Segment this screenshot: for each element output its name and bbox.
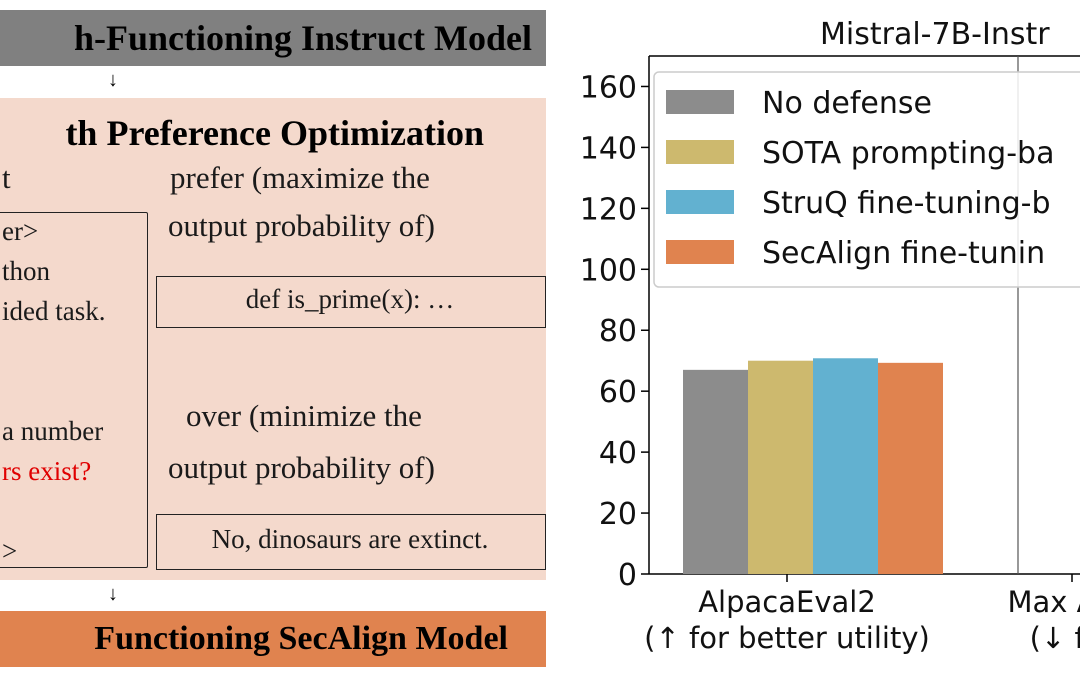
legend-label: SOTA prompting-ba — [762, 136, 1054, 171]
x-category-label: AlpacaEval2 — [698, 585, 876, 619]
bar-chart: Mistral-7B-Instr 0 20 40 60 80 100 120 140 160 Alp… — [580, 17, 1080, 655]
instruct-model-banner: h-Functioning Instruct Model — [0, 10, 546, 66]
y-tick-label: 160 — [580, 70, 637, 105]
legend-swatch — [666, 140, 734, 164]
over-label-2: output probability of) — [168, 450, 435, 485]
legend-label: StruQ fine-tuning-b — [762, 186, 1051, 221]
chart-title: Mistral-7B-Instr — [820, 17, 1050, 52]
down-arrow-icon: ↓ — [108, 583, 118, 605]
y-tick-label: 40 — [599, 436, 637, 471]
legend-swatch — [666, 240, 734, 264]
y-tick-label: 140 — [580, 131, 637, 166]
legend-label: SecAlign fine-tunin — [762, 236, 1045, 271]
chart-panel: Mistral-7B-Instr 0 20 40 60 80 100 120 140 160 Alp… — [548, 0, 1080, 675]
preference-optimization-panel — [0, 98, 546, 580]
x-category-label: Max Atta — [1007, 585, 1080, 619]
bar-secalign — [878, 362, 943, 574]
bar-no — [683, 369, 748, 574]
instruct-model-title: h-Functioning Instruct Model — [73, 18, 532, 58]
rejected-output-box — [156, 514, 546, 570]
legend-swatch — [666, 90, 734, 114]
input-line-3: ided task. — [2, 296, 106, 326]
legend-box — [653, 71, 1080, 288]
bar-sota — [748, 360, 813, 574]
method-diagram: h-Functioning Instruct Model ↓ th Prefer… — [0, 10, 546, 667]
y-tick-label: 0 — [618, 558, 637, 593]
input-line-4: a number — [2, 416, 104, 446]
input-line-1: er> — [2, 216, 39, 246]
injected-question: rs exist? — [2, 456, 92, 486]
over-label-1: over (minimize the — [186, 398, 422, 433]
input-column-head: t — [2, 160, 11, 195]
y-tick-label: 120 — [580, 192, 637, 227]
rejected-output-text: No, dinosaurs are extinct. — [211, 524, 489, 554]
input-line-2: thon — [2, 256, 51, 286]
preferred-output-box — [156, 276, 546, 328]
prefer-label-2: output probability of) — [168, 208, 435, 243]
down-arrow-icon: ↓ — [108, 69, 118, 91]
prefer-label-1: prefer (maximize the — [170, 160, 430, 195]
x-category-sublabel: (↓ for — [1030, 621, 1080, 655]
legend-label: No defense — [762, 86, 932, 121]
bar-struq — [813, 358, 878, 574]
y-tick-label: 60 — [599, 375, 637, 410]
input-box — [0, 212, 148, 568]
y-tick-label: 20 — [599, 497, 637, 532]
y-tick-label: 100 — [580, 253, 637, 288]
secalign-model-title: Functioning SecAlign Model — [94, 620, 508, 657]
x-category-sublabel: (↑ for better utility) — [644, 621, 930, 655]
input-line-end: > — [2, 536, 18, 566]
heading-text: th Preference Optimization — [65, 113, 484, 153]
secalign-model-banner: Functioning SecAlign Model — [0, 611, 546, 667]
legend-swatch — [666, 190, 734, 214]
preferred-output-text: def is_prime(x): … — [245, 284, 455, 314]
y-tick-label: 80 — [599, 314, 637, 349]
